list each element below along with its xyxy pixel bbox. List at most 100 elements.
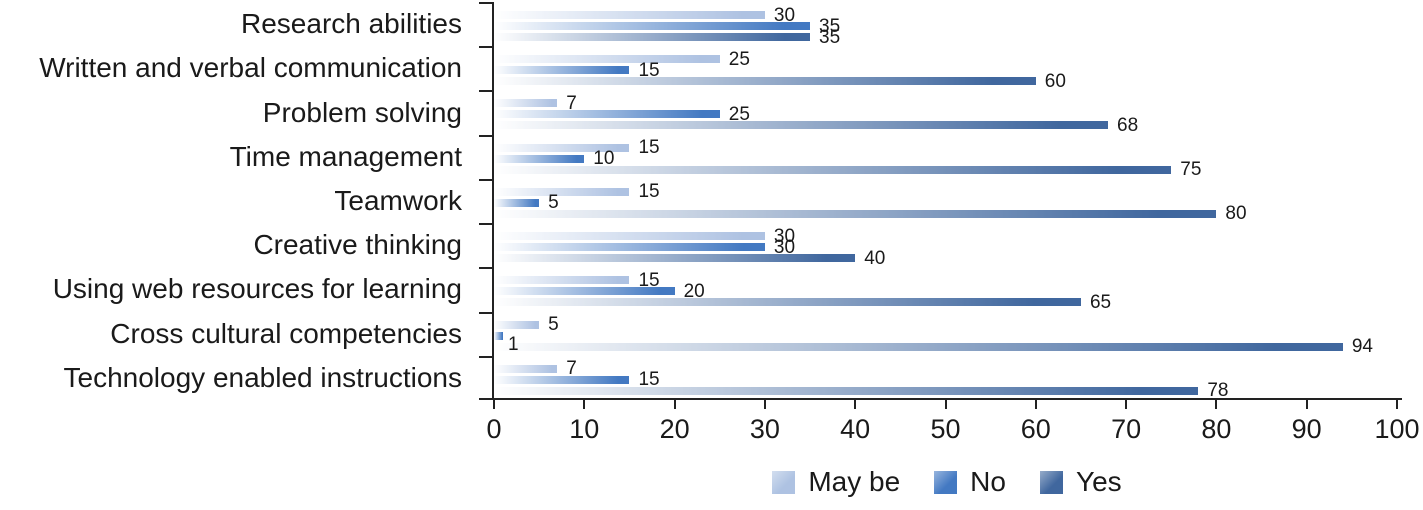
bar-yes <box>494 298 1081 307</box>
x-axis-tick <box>944 400 947 409</box>
x-tick-label: 30 <box>749 414 780 444</box>
bar-value-label: 15 <box>638 137 660 159</box>
bar-row: 35 <box>494 28 1402 47</box>
x-axis-tick <box>673 400 676 409</box>
bar-no <box>494 154 585 163</box>
bar-may-be <box>494 320 540 329</box>
bar-may-be <box>494 99 558 108</box>
bar-yes <box>494 77 1036 86</box>
bar-row: 15 <box>494 138 1402 157</box>
x-axis-tick <box>1305 400 1308 409</box>
legend-item-may-be: May be <box>772 468 900 496</box>
bar-value-label: 25 <box>728 103 750 125</box>
x-tick-label: 20 <box>659 414 690 444</box>
bar-value-label: 78 <box>1207 380 1229 402</box>
category-label: Research abilities <box>241 8 462 40</box>
bar-value-label: 25 <box>728 48 750 70</box>
x-tick-label: 0 <box>486 414 502 444</box>
bar-row: 7 <box>494 359 1402 378</box>
bar-row: 30 <box>494 238 1402 257</box>
bar-may-be <box>494 55 720 64</box>
legend-swatch-icon <box>934 470 958 494</box>
y-axis-tick <box>479 355 492 358</box>
category-label: Time management <box>229 140 462 172</box>
bar-value-label: 35 <box>819 15 841 37</box>
bar-row: 15 <box>494 370 1402 389</box>
bar-may-be <box>494 364 558 373</box>
plot-area: 30 35 35 25 15 60 7 25 68 15 10 75 15 5 80 30 30 40 15 20 65… <box>479 2 1420 444</box>
y-axis-tick <box>479 311 492 314</box>
bar-value-label: 5 <box>548 192 559 214</box>
y-axis-tick <box>479 223 492 226</box>
bar-value-label: 15 <box>638 269 660 291</box>
bar-group: 7 25 68 <box>494 90 1402 136</box>
x-axis-tick <box>1396 400 1398 409</box>
bar-row: 65 <box>494 293 1402 312</box>
bar-value-label: 10 <box>593 148 615 170</box>
bar-value-label: 68 <box>1117 114 1139 136</box>
bar-value-label: 30 <box>773 236 796 258</box>
bar-value-label: 15 <box>638 369 660 391</box>
bar-value-label: 1 <box>508 334 519 356</box>
bar-value-label: 15 <box>638 181 660 203</box>
bar-yes <box>494 386 1199 395</box>
x-tick-label: 100 <box>1374 414 1420 444</box>
bar-no <box>494 66 630 75</box>
bar-value-label: 15 <box>638 59 660 81</box>
bar-value-label: 75 <box>1180 159 1202 181</box>
x-tick-label: 90 <box>1291 414 1322 444</box>
bar-value-label: 30 <box>773 4 796 26</box>
bar-yes <box>494 342 1343 351</box>
bar-row: 15 <box>494 271 1402 290</box>
bar-row: 30 <box>494 227 1402 246</box>
x-tick-label: 50 <box>930 414 961 444</box>
bar-no <box>494 243 765 252</box>
legend: May be No Yes <box>492 468 1402 496</box>
bar-yes <box>494 254 856 263</box>
bar-row: 20 <box>494 282 1402 301</box>
bar-group: 15 10 75 <box>494 135 1402 179</box>
bar-group: 5 1 94 <box>494 312 1402 356</box>
bar-value-label: 40 <box>864 247 886 269</box>
bar-row: 10 <box>494 149 1402 168</box>
category-label: Using web resources for learning <box>52 273 462 305</box>
legend-item-no: No <box>934 468 1006 496</box>
legend-swatch-icon <box>1039 470 1063 494</box>
bar-no <box>494 331 504 340</box>
x-axis-tick <box>583 400 586 409</box>
bar-value-label: 7 <box>566 92 577 114</box>
legend-label: No <box>970 466 1006 497</box>
y-axis-tick <box>479 134 492 137</box>
legend-label: May be <box>808 466 901 497</box>
legend-swatch-icon <box>772 470 796 494</box>
y-axis-tick <box>479 398 492 400</box>
bar-group: 7 15 78 <box>494 356 1402 400</box>
bar-may-be <box>494 11 765 19</box>
x-axis-tick <box>854 400 857 409</box>
bar-group: 30 30 40 <box>494 223 1402 269</box>
x-tick-label: 10 <box>569 414 600 444</box>
x-tick-label: 70 <box>1111 414 1142 444</box>
bar-no <box>494 375 630 384</box>
legend-label: Yes <box>1075 466 1122 497</box>
x-axis-tick <box>1125 400 1128 409</box>
y-axis-tick <box>479 90 492 93</box>
bar-value-label: 94 <box>1351 336 1373 358</box>
bar-yes <box>494 165 1172 174</box>
y-axis-tick <box>479 178 492 181</box>
bar-row: 78 <box>494 381 1402 400</box>
legend-item-yes: Yes <box>1039 466 1122 497</box>
category-label: Written and verbal communication <box>39 52 462 84</box>
bar-no <box>494 22 811 30</box>
bar-row: 1 <box>494 331 1402 354</box>
y-axis-tick <box>479 46 492 49</box>
x-tick-label: 80 <box>1201 414 1232 444</box>
bar-may-be <box>494 232 765 241</box>
category-label: Creative thinking <box>253 229 462 261</box>
bar-row: 60 <box>494 72 1402 91</box>
bar-yes <box>494 209 1217 218</box>
bar-yes <box>494 121 1109 130</box>
bar-row: 15 <box>494 182 1402 201</box>
x-axis-tick <box>1215 400 1218 409</box>
